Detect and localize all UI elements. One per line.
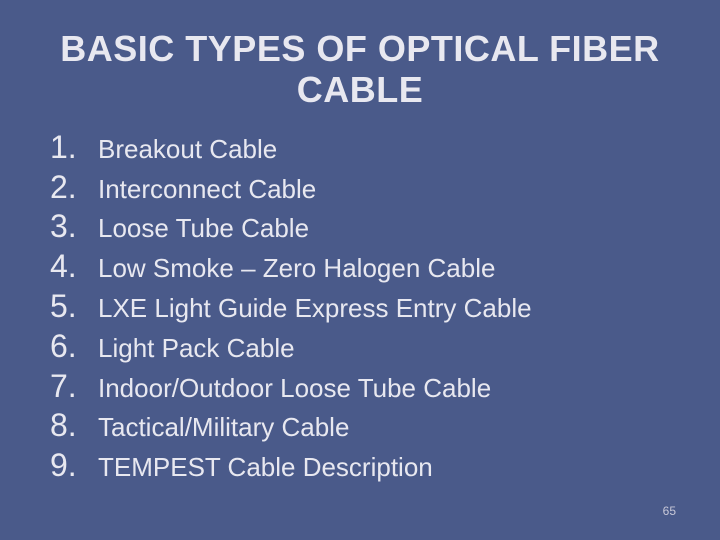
list-label: Loose Tube Cable xyxy=(98,212,309,246)
list-item: 2. Interconnect Cable xyxy=(50,169,680,207)
list-number: 2. xyxy=(50,169,98,206)
list-label: LXE Light Guide Express Entry Cable xyxy=(98,292,532,326)
list-number: 6. xyxy=(50,328,98,365)
cable-type-list: 1. Breakout Cable 2. Interconnect Cable … xyxy=(40,129,680,487)
list-label: Breakout Cable xyxy=(98,133,277,167)
list-item: 4. Low Smoke – Zero Halogen Cable xyxy=(50,248,680,286)
list-item: 6. Light Pack Cable xyxy=(50,328,680,366)
list-number: 1. xyxy=(50,129,98,166)
list-item: 7. Indoor/Outdoor Loose Tube Cable xyxy=(50,368,680,406)
list-label: TEMPEST Cable Description xyxy=(98,451,433,485)
list-label: Light Pack Cable xyxy=(98,332,295,366)
slide: BASIC TYPES OF OPTICAL FIBER CABLE 1. Br… xyxy=(0,0,720,540)
list-number: 8. xyxy=(50,407,98,444)
list-item: 8. Tactical/Military Cable xyxy=(50,407,680,445)
list-label: Tactical/Military Cable xyxy=(98,411,349,445)
slide-title: BASIC TYPES OF OPTICAL FIBER CABLE xyxy=(40,28,680,111)
list-number: 4. xyxy=(50,248,98,285)
list-item: 9. TEMPEST Cable Description xyxy=(50,447,680,485)
list-item: 5. LXE Light Guide Express Entry Cable xyxy=(50,288,680,326)
list-label: Interconnect Cable xyxy=(98,173,316,207)
list-number: 3. xyxy=(50,208,98,245)
list-label: Indoor/Outdoor Loose Tube Cable xyxy=(98,372,491,406)
list-label: Low Smoke – Zero Halogen Cable xyxy=(98,252,495,286)
list-number: 5. xyxy=(50,288,98,325)
page-number: 65 xyxy=(663,504,676,518)
list-number: 7. xyxy=(50,368,98,405)
list-item: 3. Loose Tube Cable xyxy=(50,208,680,246)
list-item: 1. Breakout Cable xyxy=(50,129,680,167)
list-number: 9. xyxy=(50,447,98,484)
